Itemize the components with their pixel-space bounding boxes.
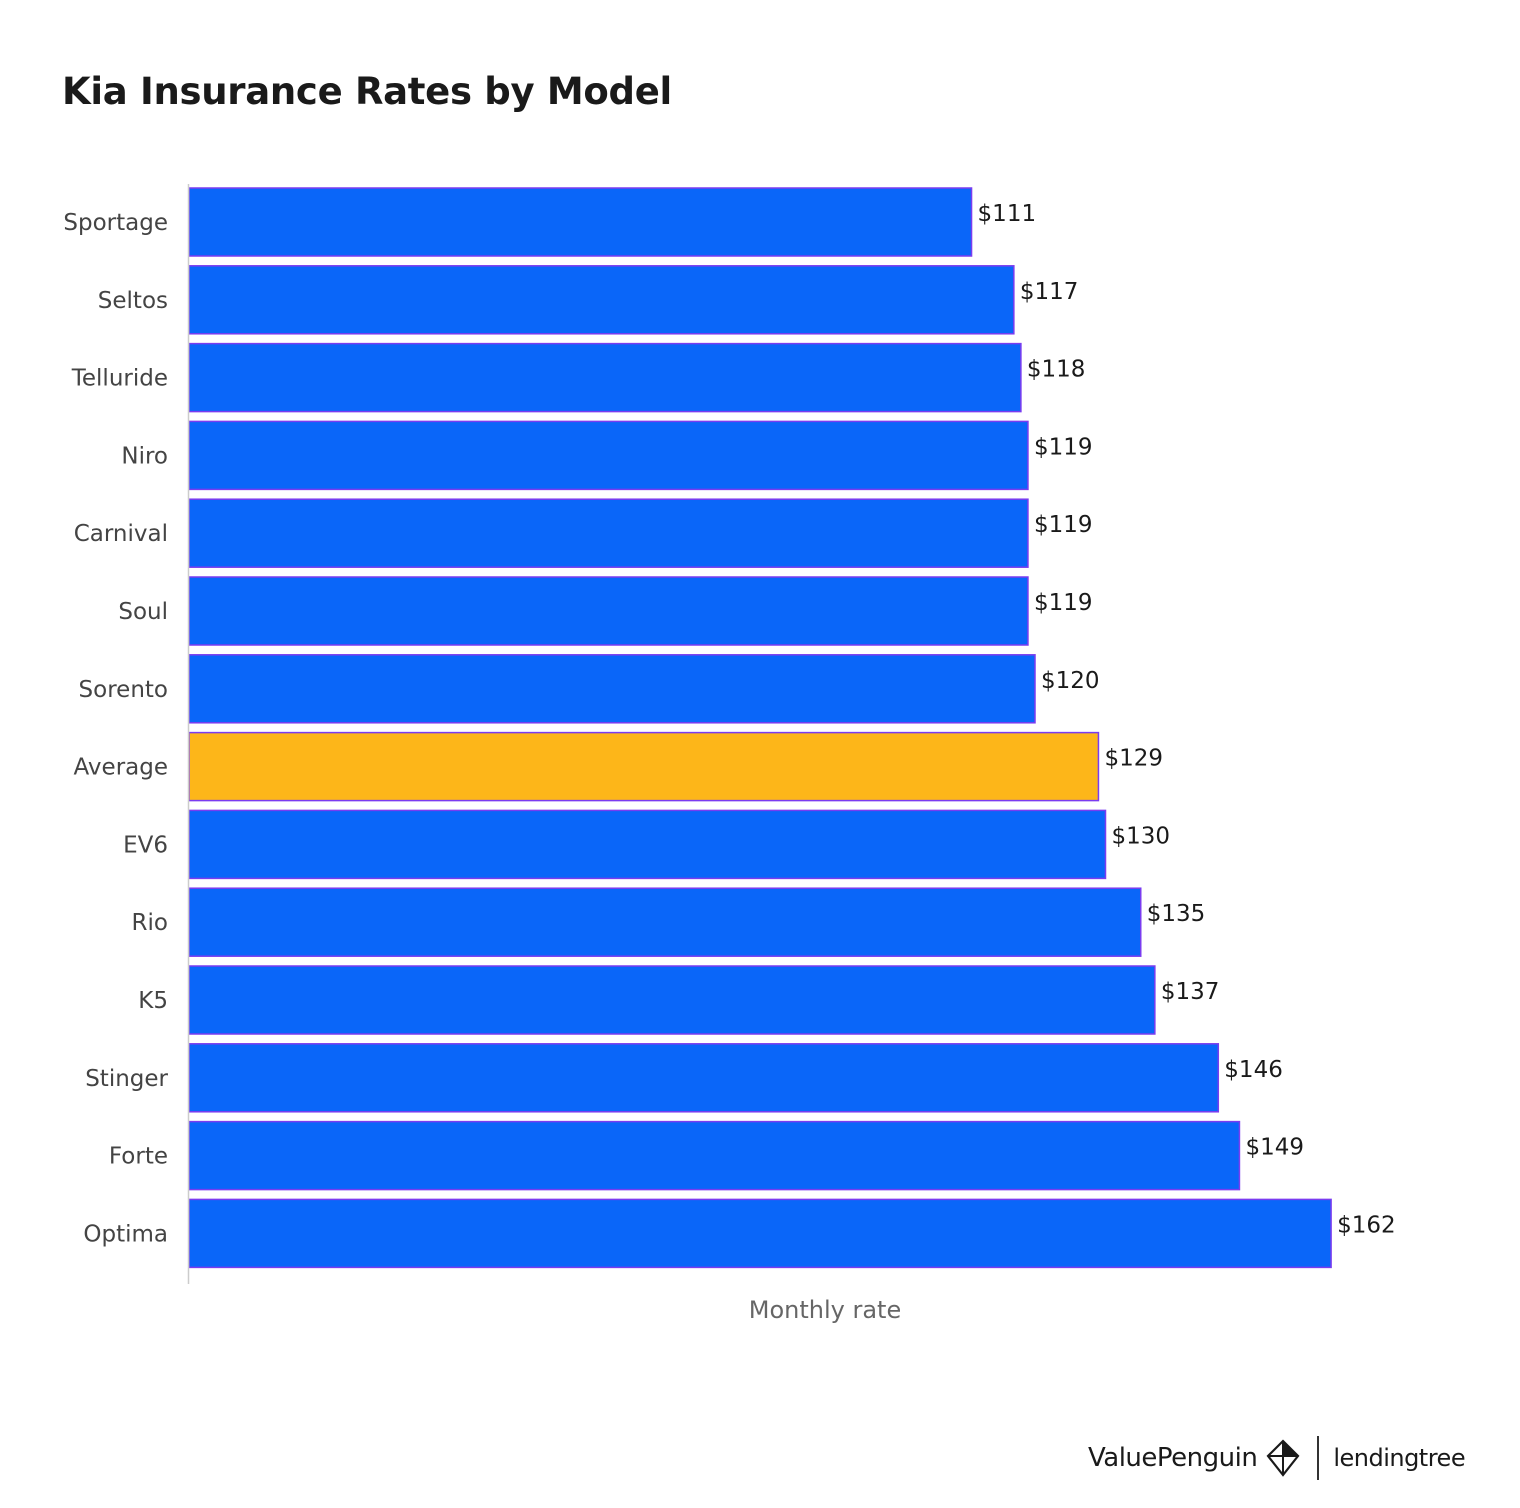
- bar-seltos: [188, 265, 1015, 335]
- bar-k5: [188, 965, 1156, 1035]
- value-label: $118: [1027, 357, 1086, 383]
- value-label: $119: [1034, 434, 1093, 460]
- value-label: $162: [1337, 1212, 1396, 1238]
- brand-divider: [1317, 1436, 1320, 1480]
- value-label: $111: [978, 201, 1037, 227]
- category-label: Seltos: [98, 288, 168, 314]
- x-axis-title: Monthly rate: [748, 1296, 902, 1324]
- value-label: $117: [1020, 279, 1079, 305]
- lendingtree-logo-text: lendingtree: [1333, 1444, 1466, 1472]
- bar-rio: [188, 887, 1142, 957]
- value-label: $119: [1034, 590, 1093, 616]
- bar-sportage: [188, 187, 973, 257]
- bar-average: [188, 731, 1100, 802]
- penguin-logo-icon: [1266, 1439, 1300, 1477]
- category-label: Stinger: [85, 1066, 168, 1092]
- bar-optima: [188, 1198, 1332, 1269]
- bar-telluride: [188, 342, 1022, 413]
- bar-carnival: [188, 498, 1029, 568]
- chart-title: Kia Insurance Rates by Model: [62, 70, 672, 113]
- category-label: Telluride: [71, 366, 168, 392]
- category-label: Soul: [118, 599, 168, 625]
- bar-forte: [188, 1120, 1241, 1191]
- category-label: Optima: [83, 1221, 168, 1247]
- category-label: Sorento: [79, 677, 168, 703]
- value-label: $129: [1104, 746, 1163, 772]
- value-label: $130: [1112, 823, 1171, 849]
- bar-stinger: [188, 1043, 1220, 1113]
- value-label: $120: [1041, 668, 1100, 694]
- bar-niro: [188, 420, 1029, 491]
- value-label: $119: [1034, 512, 1093, 538]
- value-label: $146: [1224, 1057, 1283, 1083]
- value-label: $137: [1161, 979, 1220, 1005]
- category-label: Niro: [121, 443, 168, 469]
- valuepenguin-logo-text: ValuePenguin: [1088, 1443, 1258, 1473]
- value-label: $135: [1147, 901, 1206, 927]
- brand-footer: ValuePenguin lendingtree: [1088, 1428, 1466, 1488]
- category-label: Forte: [109, 1144, 168, 1170]
- bar-sorento: [188, 654, 1036, 724]
- bars-group: Sportage $111 Seltos $117 Telluride $118 Niro $…: [63, 187, 1396, 1269]
- category-label: Sportage: [63, 210, 168, 236]
- category-label: EV6: [123, 832, 168, 858]
- category-label: Average: [74, 755, 168, 781]
- category-label: K5: [138, 988, 168, 1014]
- bar-soul: [188, 576, 1029, 646]
- bar-ev6: [188, 809, 1107, 880]
- category-label: Carnival: [74, 521, 168, 547]
- category-label: Rio: [132, 910, 168, 936]
- value-label: $149: [1245, 1135, 1304, 1161]
